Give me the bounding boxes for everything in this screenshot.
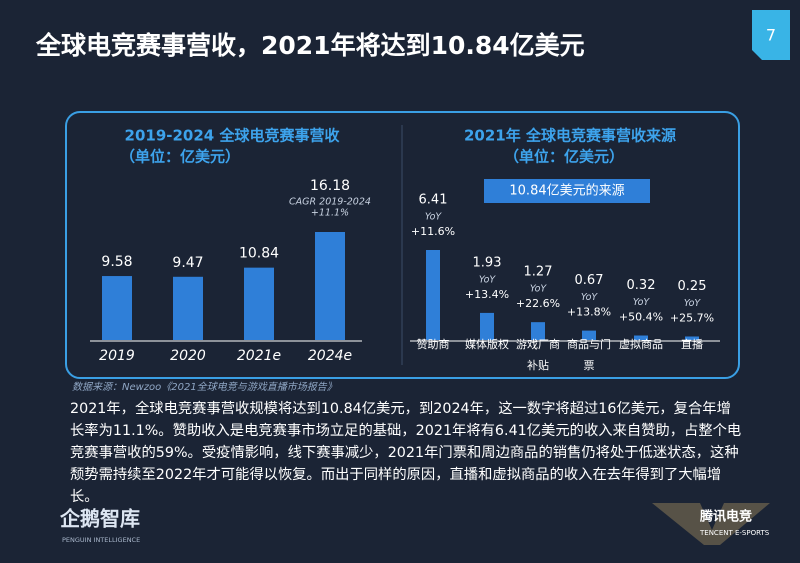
bar	[531, 322, 545, 340]
chart-label: 10.84亿美元的来源	[509, 183, 624, 199]
bar	[244, 267, 274, 340]
growth-label: +13.4%	[465, 288, 509, 301]
page-badge	[752, 10, 790, 60]
x-tick-label: 直播	[681, 338, 703, 351]
label-box	[484, 179, 650, 203]
annotation: +11.1%	[311, 208, 349, 219]
growth-prefix: YoY	[479, 274, 497, 285]
bar	[102, 276, 132, 340]
growth-label: +11.6%	[411, 225, 455, 238]
value-label: 1.27	[524, 265, 553, 280]
value-label: 0.32	[627, 278, 656, 293]
x-tick-label: 2020	[170, 348, 206, 364]
bar	[426, 250, 440, 340]
logo-left-sub: PENGUIN INTELLIGENCE	[62, 536, 140, 544]
logo-right: 腾讯电竞	[699, 509, 752, 525]
chart-title: 2021年 全球电竞赛事营收来源	[464, 127, 676, 145]
growth-label: +25.7%	[670, 311, 714, 324]
x-tick-label: 2024e	[308, 348, 352, 364]
page-number: 7	[766, 26, 776, 45]
logo-right-sub: TENCENT E-SPORTS	[699, 529, 770, 537]
growth-prefix: YoY	[530, 284, 548, 295]
x-tick-label: 商品与门票	[567, 338, 611, 372]
value-label: 1.93	[473, 255, 502, 270]
growth-prefix: YoY	[581, 292, 599, 303]
bar	[315, 232, 345, 340]
growth-label: +13.8%	[567, 306, 611, 319]
chart-subtitle: （单位：亿美元）	[120, 148, 240, 166]
value-label: 0.25	[678, 279, 707, 294]
value-label: 6.41	[419, 193, 448, 208]
growth-prefix: YoY	[633, 297, 651, 308]
growth-label: +50.4%	[619, 311, 663, 324]
growth-prefix: YoY	[684, 298, 702, 309]
x-tick-label: 媒体版权	[465, 338, 509, 351]
growth-prefix: YoY	[425, 212, 443, 223]
bar	[685, 336, 699, 340]
source: 数据来源：Newzoo《2021全球电竞与游戏直播市场报告》	[72, 382, 337, 393]
bar	[480, 312, 494, 340]
value-label: 16.18	[310, 178, 350, 194]
x-tick-label: 2019	[99, 348, 135, 364]
value-label: 9.58	[101, 254, 132, 270]
value-label: 0.67	[575, 273, 604, 288]
x-tick-label: 2021e	[237, 348, 281, 364]
x-tick-label: 虚拟商品	[619, 338, 663, 351]
x-tick-label: 赞助商	[416, 338, 450, 351]
chart-subtitle: （单位：亿美元）	[504, 148, 624, 166]
bar	[634, 335, 648, 340]
growth-label: +22.6%	[516, 297, 560, 310]
body-text: 2021年，全球电竞赛事营收规模将达到10.84亿美元，到2024年，这一数字将…	[70, 401, 742, 505]
logo-mark	[652, 503, 770, 545]
bar	[582, 330, 596, 340]
logo-left: 企鹅智库	[59, 507, 140, 531]
value-label: 10.84	[239, 246, 279, 262]
panel	[65, 111, 740, 379]
x-tick-label: 游戏厂商补贴	[516, 338, 560, 372]
slide-title: 全球电竞赛事营收，2021年将达到10.84亿美元	[35, 31, 585, 60]
annotation: CAGR 2019-2024	[289, 197, 371, 208]
value-label: 9.47	[172, 255, 203, 271]
bar	[173, 276, 203, 340]
chart-title: 2019-2024 全球电竞赛事营收	[125, 127, 340, 145]
